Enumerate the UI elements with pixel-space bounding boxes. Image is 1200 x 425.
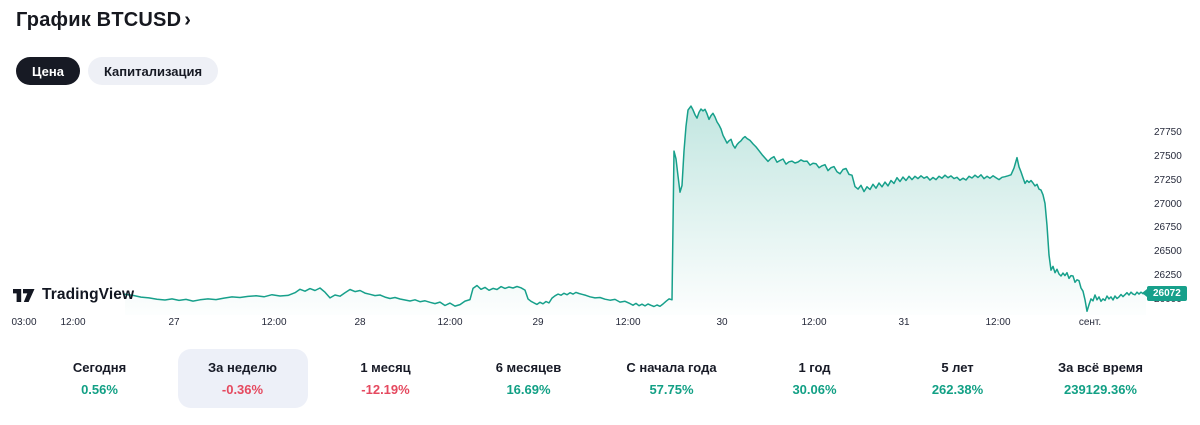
stat-period-6[interactable]: 1 год 30.06% xyxy=(743,349,886,408)
tab-marketcap[interactable]: Капитализация xyxy=(87,57,219,85)
stat-period-inner: С начала года 57.75% xyxy=(604,349,738,408)
stat-period-label: 5 лет xyxy=(941,360,974,375)
x-axis-tick: 29 xyxy=(532,317,544,328)
y-axis-tick: 26250 xyxy=(1154,270,1182,282)
x-axis-tick: 12:00 xyxy=(261,317,287,328)
stat-period-inner: 5 лет 262.38% xyxy=(893,349,1023,408)
stat-period-5[interactable]: С начала года 57.75% xyxy=(600,349,743,408)
stat-period-value: 57.75% xyxy=(649,382,694,397)
stat-period-label: За неделю xyxy=(208,360,277,375)
stat-period-3[interactable]: 1 месяц -12.19% xyxy=(314,349,457,408)
stat-period-value: 0.56% xyxy=(81,382,118,397)
stat-period-inner: За неделю -0.36% xyxy=(177,349,308,408)
y-axis-tick: 27500 xyxy=(1154,150,1182,162)
stat-period-label: С начала года xyxy=(626,360,717,375)
stat-period-4[interactable]: 6 месяцев 16.69% xyxy=(457,349,600,408)
x-axis-tick: 31 xyxy=(898,317,910,328)
stat-period-value: 262.38% xyxy=(931,382,984,397)
stat-period-1[interactable]: Сегодня 0.56% xyxy=(28,349,171,408)
chevron-right-icon: › xyxy=(184,9,192,31)
stat-period-inner: 1 месяц -12.19% xyxy=(321,349,451,408)
stat-period-value: 16.69% xyxy=(506,382,551,397)
area-fill xyxy=(125,106,1146,315)
stat-period-2[interactable]: За неделю -0.36% xyxy=(171,349,314,408)
stat-period-label: 1 год xyxy=(798,360,831,375)
x-axis-tick: 12:00 xyxy=(437,317,463,328)
stat-period-7[interactable]: 5 лет 262.38% xyxy=(886,349,1029,408)
x-axis-tick: 27 xyxy=(168,317,180,328)
chart-title-link[interactable]: График BTCUSD › xyxy=(16,9,191,32)
stat-period-value: -0.36% xyxy=(221,382,264,397)
stat-period-label: 6 месяцев xyxy=(495,360,562,375)
x-axis-tick: 12:00 xyxy=(60,317,86,328)
chart-mode-toggle: Цена Капитализация xyxy=(16,57,219,85)
page-title: График BTCUSD xyxy=(16,9,182,31)
x-axis-tick: сент. xyxy=(1078,317,1102,328)
y-axis-tick: 27000 xyxy=(1154,198,1182,210)
stat-period-inner: За всё время 239129.36% xyxy=(1036,349,1166,408)
period-stats-row: Сегодня 0.56% За неделю -0.36% 1 месяц -12.19… xyxy=(0,349,1200,408)
stat-period-label: За всё время xyxy=(1058,360,1143,375)
y-axis-tick: 26500 xyxy=(1154,246,1182,258)
stat-period-label: 1 месяц xyxy=(360,360,411,375)
tradingview-logo-text: TradingView xyxy=(42,286,135,303)
x-axis-tick: 28 xyxy=(354,317,366,328)
stat-period-value: -12.19% xyxy=(361,382,410,397)
tradingview-attribution-link[interactable]: TradingView xyxy=(13,286,134,304)
stat-period-value: 239129.36% xyxy=(1063,382,1137,397)
stat-period-8[interactable]: За всё время 239129.36% xyxy=(1029,349,1172,408)
chart-area: 2775027500272502700026750265002625026000… xyxy=(0,95,1200,340)
tab-price[interactable]: Цена xyxy=(16,57,80,85)
stat-period-inner: 1 год 30.06% xyxy=(750,349,880,408)
x-axis-tick: 30 xyxy=(716,317,728,328)
y-axis-tick: 27750 xyxy=(1154,127,1182,138)
price-line xyxy=(124,105,1147,313)
tradingview-logo-icon xyxy=(13,288,35,302)
x-axis-tick: 12:00 xyxy=(615,317,641,328)
x-axis-tick: 03:00 xyxy=(11,317,37,328)
x-axis-tick: 12:00 xyxy=(985,317,1011,328)
y-axis-tick: 26750 xyxy=(1154,222,1182,234)
x-axis-tick: 12:00 xyxy=(801,317,827,328)
stat-period-value: 30.06% xyxy=(792,382,837,397)
y-axis-tick: 27250 xyxy=(1154,174,1182,186)
stat-period-inner: 6 месяцев 16.69% xyxy=(464,349,594,408)
stat-period-inner: Сегодня 0.56% xyxy=(35,349,165,408)
current-price-badge: 26072 xyxy=(1142,285,1187,301)
stat-period-label: Сегодня xyxy=(72,360,127,375)
price-chart-plot[interactable] xyxy=(0,95,1148,315)
